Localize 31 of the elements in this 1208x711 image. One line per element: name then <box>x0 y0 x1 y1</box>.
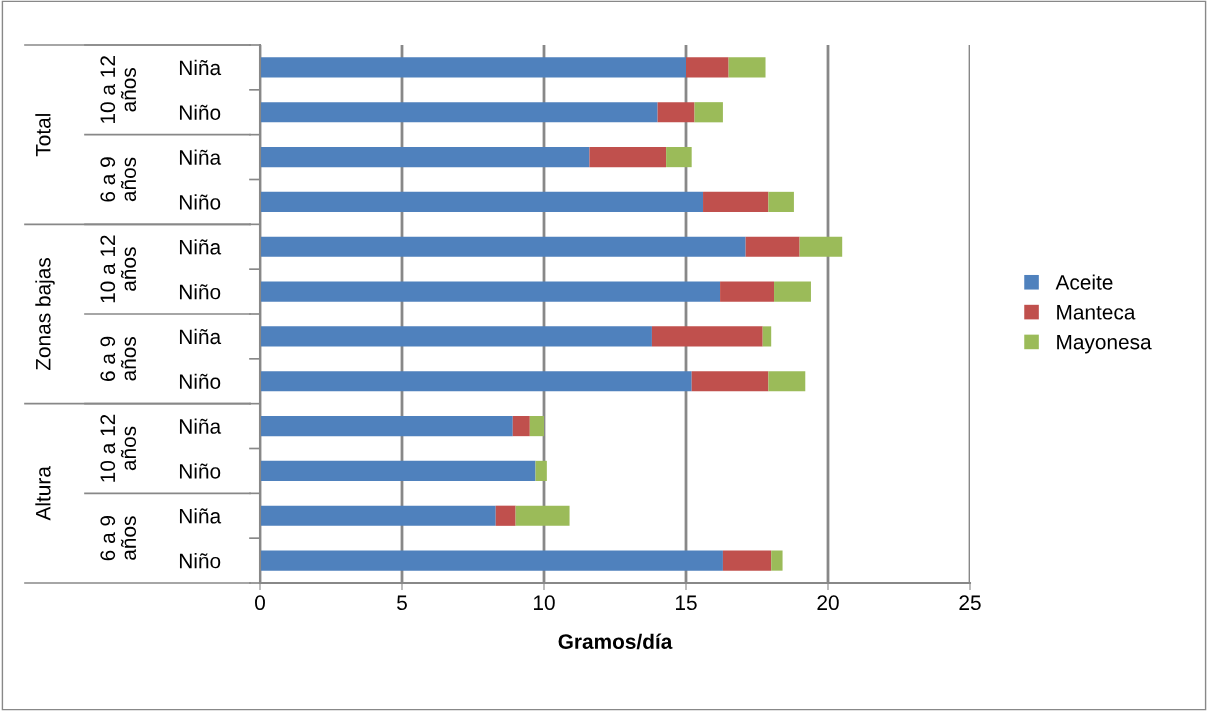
y-tick-label: Niña <box>179 59 222 76</box>
legend-label: Manteca <box>1057 305 1136 320</box>
text: Total <box>35 114 51 157</box>
text: Altura <box>35 466 51 521</box>
text: 6 a 9 años <box>100 157 137 202</box>
x-tick-label: 0 <box>255 595 265 611</box>
x-tick-label: 15 <box>676 595 697 611</box>
text: Zonas bajas <box>35 258 55 371</box>
text: 6 a 9 años <box>100 515 137 561</box>
x-axis-title: Gramos/día <box>558 633 673 650</box>
legend-label: Mayonesa <box>1057 334 1152 354</box>
text: 10 a 12 años <box>100 235 137 303</box>
x-tick-label: 5 <box>397 595 407 611</box>
y-tick-label: Niño <box>179 284 221 300</box>
y-tick-label: Niña <box>179 239 222 255</box>
x-tick-label: 10 <box>534 595 555 611</box>
text: 10 a 12 años <box>100 56 137 123</box>
text: 10 a 12 años <box>100 414 137 482</box>
y-tick-label: Niño <box>179 373 221 389</box>
y-tick-label: Niño <box>179 104 221 120</box>
text: 6 a 9 años <box>100 336 137 381</box>
y-tick-label: Niña <box>179 149 222 165</box>
x-tick-label: 25 <box>959 595 981 611</box>
y-tick-label: Niño <box>179 194 221 210</box>
y-tick-label: Niña <box>179 328 222 345</box>
legend-label: Aceite <box>1055 274 1113 290</box>
y-tick-label: Niña <box>179 418 222 434</box>
y-tick-label: Niña <box>179 508 222 524</box>
y-tick-label: Niño <box>179 463 221 479</box>
x-tick-label: 20 <box>817 595 839 611</box>
y-tick-label: Niño <box>179 553 221 569</box>
